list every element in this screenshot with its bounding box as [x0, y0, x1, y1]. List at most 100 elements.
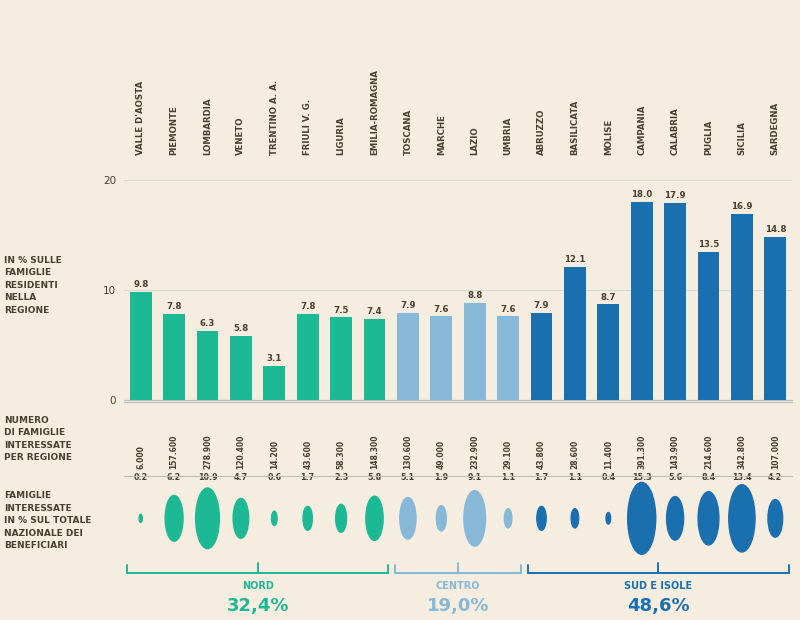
Bar	[297, 314, 318, 400]
Text: 342.800: 342.800	[738, 434, 746, 469]
Text: 49.000: 49.000	[437, 440, 446, 469]
Text: 18.0: 18.0	[631, 190, 652, 199]
Text: 8.4: 8.4	[702, 474, 716, 482]
Text: 4.2: 4.2	[768, 474, 782, 482]
Text: 1.9: 1.9	[434, 474, 448, 482]
Bar	[430, 316, 452, 400]
Text: 4.7: 4.7	[234, 474, 248, 482]
Text: 9.1: 9.1	[468, 474, 482, 482]
Text: 0.6: 0.6	[267, 474, 282, 482]
Text: IN % SULLE
FAMIGLIE
RESIDENTI
NELLA
REGIONE: IN % SULLE FAMIGLIE RESIDENTI NELLA REGI…	[4, 255, 62, 315]
Text: 1.7: 1.7	[534, 474, 549, 482]
Circle shape	[271, 512, 277, 525]
Text: 6.3: 6.3	[200, 319, 215, 328]
Text: SICILIA: SICILIA	[738, 121, 746, 155]
Text: 5.6: 5.6	[668, 474, 682, 482]
Text: 5.8: 5.8	[234, 324, 249, 334]
Text: 32,4%: 32,4%	[226, 597, 289, 615]
Circle shape	[729, 485, 755, 552]
Text: SARDEGNA: SARDEGNA	[770, 102, 780, 155]
Circle shape	[537, 507, 546, 530]
Text: 58.300: 58.300	[337, 440, 346, 469]
Circle shape	[666, 497, 683, 540]
Text: 5.8: 5.8	[367, 474, 382, 482]
Text: 48,6%: 48,6%	[627, 597, 690, 615]
Bar	[397, 313, 418, 400]
Text: 7.9: 7.9	[534, 301, 550, 311]
Text: 8.7: 8.7	[601, 293, 616, 301]
Circle shape	[400, 498, 416, 539]
Text: FAMIGLIE
INTERESSATE
IN % SUL TOTALE
NAZIONALE DEI
BENEFICIARI: FAMIGLIE INTERESSATE IN % SUL TOTALE NAZ…	[4, 491, 91, 551]
Circle shape	[139, 514, 142, 523]
Text: 7.4: 7.4	[366, 307, 382, 316]
Text: 6.2: 6.2	[167, 474, 182, 482]
Bar	[230, 336, 252, 400]
Text: NORD: NORD	[242, 581, 274, 591]
Text: 7.5: 7.5	[334, 306, 349, 315]
Text: PUGLIA: PUGLIA	[704, 120, 713, 155]
Text: 1.1: 1.1	[501, 474, 515, 482]
Text: 214.600: 214.600	[704, 434, 713, 469]
Bar	[564, 267, 586, 400]
Circle shape	[436, 506, 446, 531]
Bar	[197, 330, 218, 400]
Text: 7.8: 7.8	[166, 303, 182, 311]
Circle shape	[504, 508, 512, 528]
Circle shape	[606, 513, 610, 524]
Text: 2.3: 2.3	[334, 474, 348, 482]
Text: 0.2: 0.2	[134, 474, 148, 482]
Circle shape	[196, 488, 219, 549]
Text: MOLISE: MOLISE	[604, 119, 613, 155]
Text: VALLE D'AOSTA: VALLE D'AOSTA	[136, 81, 146, 155]
Text: 130.600: 130.600	[403, 434, 413, 469]
Text: 7.6: 7.6	[434, 304, 449, 314]
Circle shape	[628, 482, 656, 554]
Text: 14.200: 14.200	[270, 440, 278, 469]
Text: 3.1: 3.1	[266, 354, 282, 363]
Bar	[664, 203, 686, 400]
Text: LIGURIA: LIGURIA	[337, 117, 346, 155]
Text: 17.9: 17.9	[664, 192, 686, 200]
Text: BASILICATA: BASILICATA	[570, 100, 579, 155]
Text: 13.4: 13.4	[732, 474, 752, 482]
Text: 7.9: 7.9	[400, 301, 416, 311]
Circle shape	[233, 498, 249, 538]
Circle shape	[571, 508, 578, 528]
Circle shape	[768, 500, 782, 537]
Text: 16.9: 16.9	[731, 202, 753, 211]
Text: 19,0%: 19,0%	[426, 597, 490, 615]
Circle shape	[303, 507, 312, 530]
Text: 391.300: 391.300	[638, 434, 646, 469]
Text: 1.7: 1.7	[301, 474, 314, 482]
Text: LAZIO: LAZIO	[470, 126, 479, 155]
Text: 13.5: 13.5	[698, 240, 719, 249]
Circle shape	[165, 495, 183, 541]
Text: 278.900: 278.900	[203, 434, 212, 469]
Bar	[464, 303, 486, 400]
Text: 43.800: 43.800	[537, 440, 546, 469]
Text: EMILIA-ROMAGNA: EMILIA-ROMAGNA	[370, 69, 379, 155]
Text: 29.100: 29.100	[504, 440, 513, 469]
Text: TOSCANA: TOSCANA	[403, 109, 413, 155]
Text: 8.8: 8.8	[467, 291, 482, 301]
Text: CALABRIA: CALABRIA	[670, 107, 679, 155]
Text: ABRUZZO: ABRUZZO	[537, 108, 546, 155]
Circle shape	[698, 492, 719, 545]
Text: 7.8: 7.8	[300, 303, 315, 311]
Text: 28.600: 28.600	[570, 440, 579, 469]
Text: NUMERO
DI FAMIGLIE
INTERESSATE
PER REGIONE: NUMERO DI FAMIGLIE INTERESSATE PER REGIO…	[4, 416, 72, 463]
Text: 157.600: 157.600	[170, 434, 178, 469]
Text: MARCHE: MARCHE	[437, 114, 446, 155]
Bar	[765, 237, 786, 400]
Bar	[163, 314, 185, 400]
Text: 12.1: 12.1	[564, 255, 586, 264]
Text: PIEMONTE: PIEMONTE	[170, 105, 178, 155]
Text: CENTRO: CENTRO	[436, 581, 480, 591]
Bar	[698, 252, 719, 400]
Text: FRIULI V. G.: FRIULI V. G.	[303, 99, 312, 155]
Text: VENETO: VENETO	[237, 117, 246, 155]
Circle shape	[336, 505, 346, 532]
Text: 9.8: 9.8	[133, 280, 148, 290]
Text: 1.1: 1.1	[568, 474, 582, 482]
Circle shape	[366, 496, 383, 541]
